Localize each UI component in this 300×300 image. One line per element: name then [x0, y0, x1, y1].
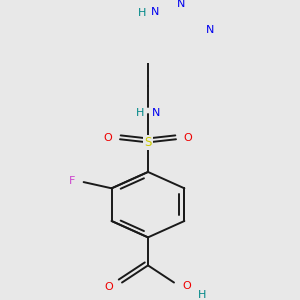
Text: H: H — [138, 8, 146, 18]
Text: H: H — [198, 290, 206, 300]
Text: N: N — [177, 0, 185, 9]
Text: O: O — [184, 133, 192, 143]
Text: O: O — [103, 133, 112, 143]
Text: N: N — [206, 25, 214, 35]
Text: H: H — [136, 108, 144, 118]
Text: N: N — [152, 108, 160, 118]
Text: F: F — [68, 176, 75, 185]
Text: N: N — [151, 7, 159, 17]
Text: O: O — [183, 280, 191, 291]
Text: S: S — [144, 136, 152, 149]
Text: O: O — [105, 282, 113, 292]
